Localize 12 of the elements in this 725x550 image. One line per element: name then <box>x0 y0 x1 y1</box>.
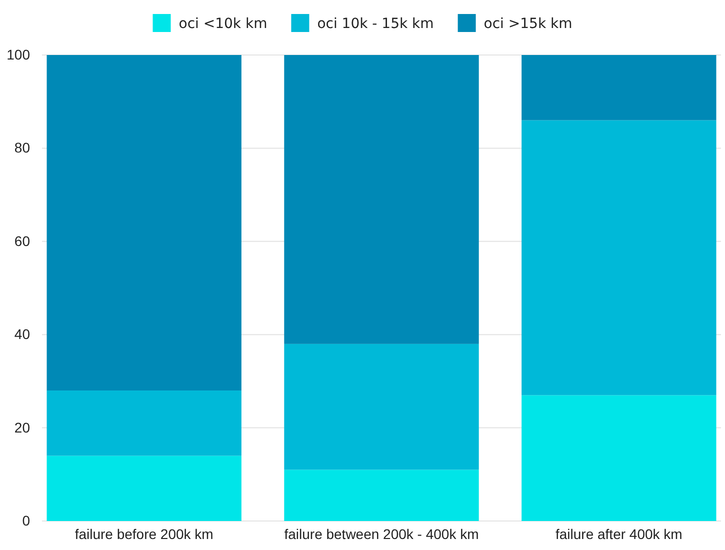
legend-label: oci 10k - 15k km <box>317 16 434 32</box>
legend-label: oci >15k km <box>484 16 572 32</box>
y-tick-label: 60 <box>14 232 30 249</box>
legend-label: oci <10k km <box>178 16 268 32</box>
y-tick-label: 80 <box>14 140 30 156</box>
y-tick-label: 20 <box>14 419 30 436</box>
x-tick-label: failure after 400k km <box>555 526 682 542</box>
x-tick-label: failure before 200k km <box>74 526 214 542</box>
y-tick-label: 0 <box>22 512 30 528</box>
x-tick-label: failure between 200k - 400k km <box>284 526 479 542</box>
y-tick-label: 100 <box>6 46 30 62</box>
y-tick-label: 40 <box>14 326 30 342</box>
